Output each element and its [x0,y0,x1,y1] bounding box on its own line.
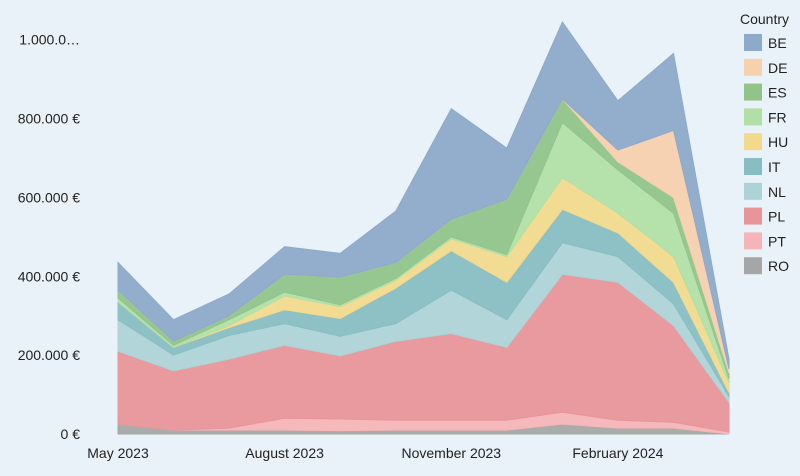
legend-item-es[interactable]: ES [744,83,787,101]
legend-swatch [744,83,762,101]
legend-swatch [744,207,762,225]
legend-swatch [744,133,762,151]
legend-title: Country [740,11,789,27]
y-tick-label: 200.000 € [18,347,80,363]
legend-item-pt[interactable]: PT [744,232,786,250]
y-tick-label: 600.000 € [18,189,80,205]
x-axis: May 2023 August 2023 November 2023 February… [87,445,663,461]
legend-swatch [744,108,762,126]
legend-label: BE [768,35,787,51]
legend-item-de[interactable]: DE [744,58,787,76]
legend-swatch [744,158,762,175]
x-tick-label: May 2023 [87,445,149,461]
y-tick-label: 400.000 € [18,268,80,284]
legend-label: FR [768,109,787,125]
x-tick-label: February 2024 [572,445,663,461]
legend-label: IT [768,159,781,175]
legend-swatch [744,232,762,250]
y-tick-label: 800.000 € [18,111,80,127]
x-tick-label: November 2023 [401,445,501,461]
areas-layer [117,20,730,435]
legend-item-fr[interactable]: FR [744,108,787,126]
legend-swatch [744,257,762,275]
legend-item-nl[interactable]: NL [744,182,786,200]
legend-item-pl[interactable]: PL [744,207,785,225]
legend-swatch [744,182,762,200]
legend-item-it[interactable]: IT [744,158,781,175]
legend-label: HU [768,134,788,150]
area-be [117,20,730,370]
legend-item-ro[interactable]: RO [744,257,789,275]
legend[interactable]: Country BE DE ES FR HU IT NL PL PT RO [740,11,789,275]
y-tick-label: 0 € [61,426,81,442]
legend-label: RO [768,258,789,274]
legend-item-be[interactable]: BE [744,34,787,51]
legend-swatch [744,58,762,76]
legend-label: PT [768,233,786,249]
legend-label: DE [768,60,787,76]
legend-label: PL [768,209,785,225]
legend-label: NL [768,184,786,200]
x-tick-label: August 2023 [245,445,324,461]
legend-swatch [744,34,762,51]
legend-item-hu[interactable]: HU [744,133,788,151]
legend-label: ES [768,85,787,101]
y-axis: 0 € 200.000 € 400.000 € 600.000 € 800.000 € 1… [18,32,81,442]
y-tick-label: 1.000.0… [19,32,80,48]
